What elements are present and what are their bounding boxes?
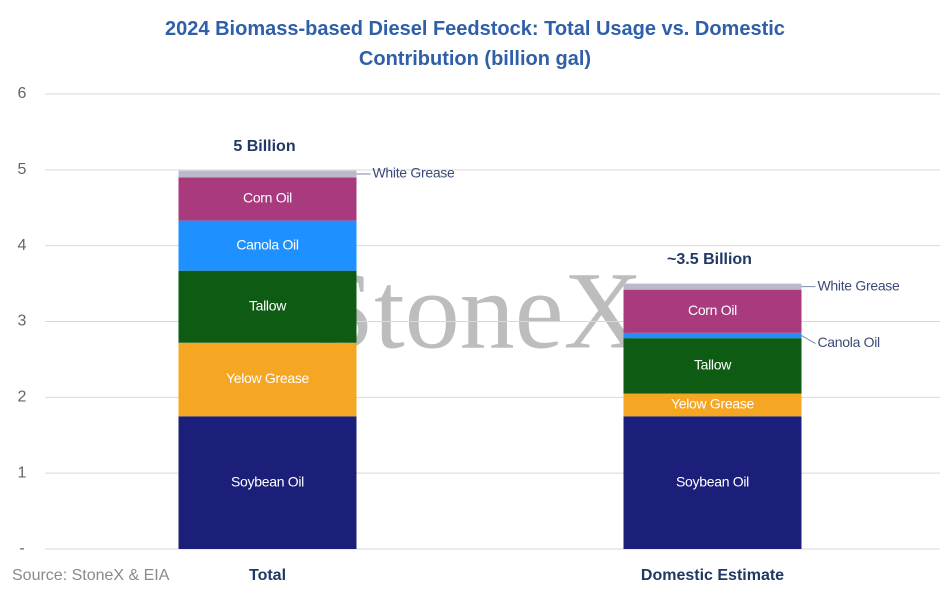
bar-segment	[178, 270, 357, 343]
bar-segment	[178, 220, 357, 271]
y-tick-label: 3	[18, 313, 27, 330]
x-tick-label: Total	[249, 567, 286, 584]
bar-segment	[178, 416, 357, 549]
segment-label: Canola Oil	[236, 236, 299, 252]
bar-segment	[178, 170, 357, 178]
bar-segment	[623, 283, 802, 290]
total-label: 5 Billion	[233, 138, 295, 155]
bar-segment	[623, 289, 802, 333]
segment-label: Yelow Grease	[226, 370, 310, 386]
segment-label: White Grease	[818, 277, 900, 293]
y-tick-label: 5	[18, 161, 27, 178]
y-tick-label: 6	[18, 85, 27, 102]
chart-title: 2024 Biomass-based Diesel Feedstock: Tot…	[165, 18, 785, 70]
y-tick-label: 2	[18, 389, 27, 406]
segment-label: Yelow Grease	[671, 396, 755, 412]
segment-label: Soybean Oil	[676, 473, 749, 489]
y-tick-label: -	[19, 540, 24, 557]
segment-label: White Grease	[373, 165, 455, 181]
watermark: StoneX	[313, 249, 643, 371]
source: Source: StoneX & EIA	[12, 567, 170, 584]
segment-label: Tallow	[694, 357, 732, 373]
bar-segment	[178, 342, 357, 417]
bar-segment	[623, 338, 802, 394]
y-tick-label: 1	[18, 464, 27, 481]
bar-segment	[178, 177, 357, 221]
segment-label: Soybean Oil	[231, 473, 304, 489]
segment-label: Corn Oil	[243, 190, 292, 206]
segment-label: Corn Oil	[688, 302, 737, 318]
y-tick-label: 4	[18, 237, 27, 254]
bar-segment	[623, 393, 802, 417]
leader-line	[801, 335, 816, 344]
segment-label: Tallow	[249, 297, 287, 313]
total-label: ~3.5 Billion	[667, 251, 752, 268]
x-tick-label: Domestic Estimate	[641, 567, 784, 584]
bar-segment	[623, 416, 802, 549]
segment-label: Canola Oil	[818, 334, 881, 350]
bar-segment	[623, 332, 802, 339]
